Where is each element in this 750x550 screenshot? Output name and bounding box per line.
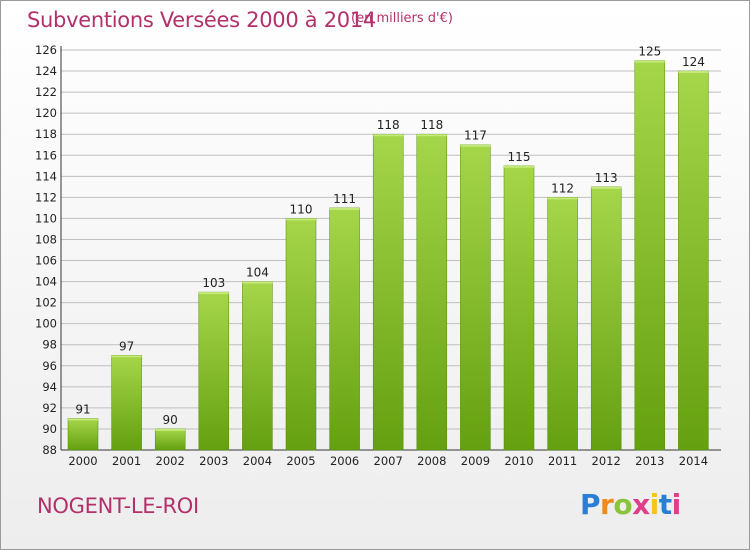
bar-2000 — [67, 418, 99, 451]
y-tick-label: 122 — [35, 85, 57, 99]
y-tick-label: 88 — [42, 443, 57, 457]
bar-2007 — [372, 133, 404, 451]
bar-2011 — [547, 197, 578, 451]
x-tick-label: 2009 — [461, 454, 490, 468]
value-label-2000: 91 — [75, 402, 90, 416]
value-label-2011: 112 — [551, 181, 574, 195]
bar-highlight — [460, 144, 491, 147]
bar-2001 — [111, 355, 142, 451]
value-label-2003: 103 — [202, 276, 225, 290]
bar-2005 — [285, 218, 317, 451]
bar-2003 — [198, 291, 230, 451]
x-tick-label: 2010 — [504, 454, 533, 468]
value-label-2006: 111 — [333, 192, 356, 206]
value-label-2007: 118 — [377, 118, 400, 132]
x-tick-label: 2006 — [330, 454, 359, 468]
y-tick-label: 94 — [42, 380, 57, 394]
bar-2014 — [678, 70, 709, 451]
place-name: NOGENT-LE-ROI — [37, 494, 199, 518]
x-tick-label: 2002 — [156, 454, 185, 468]
x-tick-label: 2001 — [112, 454, 141, 468]
value-label-2002: 90 — [163, 413, 178, 427]
bar-highlight — [68, 418, 98, 421]
bar-2012 — [590, 186, 622, 451]
proxiti-logo: Proxiti — [580, 488, 681, 521]
y-tick-label: 110 — [35, 211, 57, 225]
bar-2004 — [242, 281, 273, 451]
bar-highlight — [111, 355, 142, 358]
y-tick-label: 96 — [42, 359, 57, 373]
y-tick-label: 100 — [35, 317, 57, 331]
y-tick-label: 114 — [35, 169, 57, 183]
x-tick-label: 2011 — [548, 454, 577, 468]
bar-2008 — [416, 133, 448, 451]
bar-2010 — [503, 165, 535, 451]
y-tick-label: 104 — [35, 275, 57, 289]
y-tick-label: 98 — [42, 338, 57, 352]
bar-highlight — [678, 71, 709, 74]
x-tick-label: 2008 — [417, 454, 446, 468]
y-tick-label: 90 — [42, 422, 57, 436]
bar-2013 — [634, 60, 666, 451]
bar-highlight — [242, 281, 273, 284]
x-tick-label: 2014 — [679, 454, 708, 468]
x-tick-label: 2000 — [68, 454, 97, 468]
bar-highlight — [416, 134, 447, 137]
y-tick-label: 124 — [35, 64, 57, 78]
y-tick-label: 112 — [35, 190, 57, 204]
bars — [67, 60, 709, 451]
y-tick-label: 92 — [42, 401, 57, 415]
value-label-2012: 113 — [595, 171, 618, 185]
x-tick-label: 2003 — [199, 454, 228, 468]
value-label-2009: 117 — [464, 129, 487, 143]
x-tick-label: 2012 — [592, 454, 621, 468]
bar-highlight — [547, 197, 578, 200]
bar-highlight — [155, 428, 186, 431]
value-label-2004: 104 — [246, 266, 269, 280]
y-tick-label: 116 — [35, 148, 57, 162]
y-tick-label: 108 — [35, 232, 57, 246]
bar-highlight — [373, 134, 404, 137]
value-label-2010: 115 — [508, 150, 531, 164]
value-label-2008: 118 — [420, 118, 443, 132]
y-tick-label: 106 — [35, 254, 57, 268]
bar-highlight — [329, 207, 360, 210]
bar-highlight — [634, 60, 665, 63]
x-tick-label: 2004 — [243, 454, 272, 468]
chart-title: Subventions Versées 2000 à 2014 — [27, 8, 376, 32]
y-tick-label: 120 — [35, 106, 57, 120]
bar-2009 — [460, 144, 491, 451]
labels: 88 90 92 94 96 98 100 102 104 106 108 110 112 114 116 1… — [35, 43, 708, 468]
x-tick-label: 2013 — [635, 454, 664, 468]
value-label-2013: 125 — [638, 45, 661, 59]
bar-highlight — [504, 165, 534, 168]
bar-2006 — [329, 207, 360, 451]
y-tick-label: 126 — [35, 43, 57, 57]
y-tick-label: 102 — [35, 296, 57, 310]
value-label-2014: 124 — [682, 55, 705, 69]
bar-highlight — [198, 292, 229, 295]
x-tick-label: 2007 — [374, 454, 403, 468]
value-label-2001: 97 — [119, 339, 134, 353]
bar-highlight — [286, 218, 316, 221]
value-label-2005: 110 — [290, 202, 313, 216]
y-tick-label: 118 — [35, 127, 57, 141]
x-tick-label: 2005 — [286, 454, 315, 468]
bar-2002 — [154, 428, 186, 451]
bar-highlight — [591, 186, 622, 189]
chart-subtitle: (en milliers d'€) — [351, 11, 453, 26]
